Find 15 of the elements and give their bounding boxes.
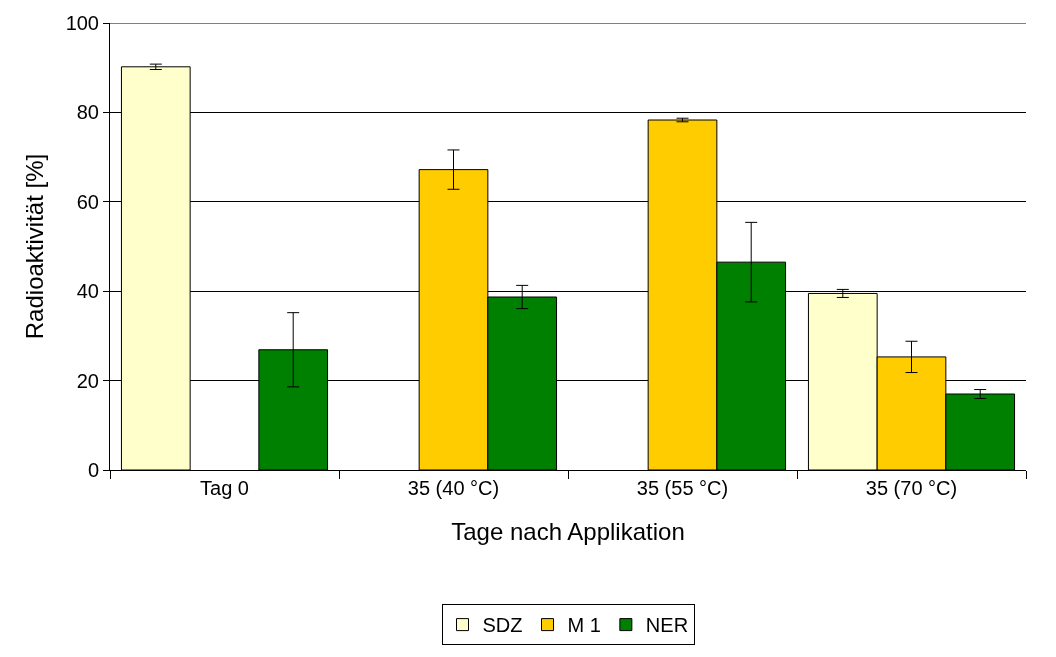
y-tick-label: 60 — [76, 190, 99, 213]
legend-label: M 1 — [567, 614, 601, 637]
y-tick-label: 100 — [65, 12, 99, 34]
x-tick-label: Tag 0 — [200, 477, 249, 499]
y-tick-label: 40 — [76, 280, 99, 303]
y-tick-label: 0 — [87, 459, 99, 481]
y-tick-label: 20 — [76, 369, 99, 392]
x-tick-label: 35 (40 °C) — [407, 477, 500, 499]
y-tick-label: 80 — [76, 101, 99, 124]
x-tick-label: 35 (70 °C) — [865, 477, 958, 499]
legend-label: SDZ — [482, 614, 523, 637]
x-axis-title: Tage nach Applikation — [451, 518, 685, 546]
x-tick-label: 35 (55 °C) — [636, 477, 729, 499]
y-axis-title: Radioaktivität [%] — [20, 153, 48, 340]
legend-label: NER — [645, 614, 689, 637]
